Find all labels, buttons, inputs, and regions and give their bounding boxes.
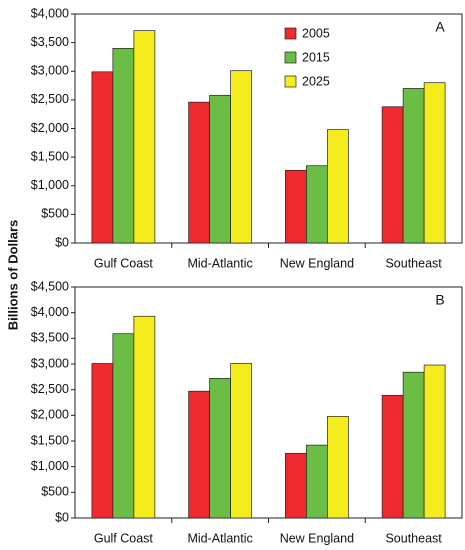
bar — [209, 94, 231, 244]
bar — [188, 390, 210, 519]
bar — [91, 363, 114, 519]
bar — [402, 371, 425, 519]
y-tick-label: $1,500 — [31, 433, 69, 447]
bar — [209, 378, 231, 519]
legend-swatch — [284, 27, 297, 40]
bar — [230, 363, 252, 519]
bar — [423, 364, 446, 519]
bar — [306, 165, 328, 244]
bar — [112, 333, 135, 519]
y-tick-label: $1,000 — [31, 178, 69, 192]
y-tick-label: $2,000 — [31, 121, 69, 135]
bar — [423, 82, 446, 244]
bar — [327, 129, 349, 244]
y-tick-label: $4,000 — [31, 6, 69, 20]
y-tick-label: $3,000 — [31, 356, 69, 370]
x-tick-label: Mid-Atlantic — [187, 256, 252, 270]
y-tick-label: $2,500 — [31, 382, 69, 396]
y-tick-label: $3,500 — [31, 35, 69, 49]
bar — [112, 47, 135, 244]
y-axis-label: Billions of Dollars — [5, 220, 20, 331]
x-tick-label: New England — [280, 531, 354, 545]
x-tick-label: Southeast — [385, 256, 442, 270]
bar — [327, 416, 349, 519]
x-tick-label: Mid-Atlantic — [187, 531, 252, 545]
bar — [133, 315, 156, 519]
y-tick-label: $4,000 — [31, 305, 69, 319]
y-tick-label: $1,000 — [31, 459, 69, 473]
x-tick-label: Southeast — [385, 531, 442, 545]
y-tick-label: $4,500 — [31, 279, 69, 293]
bar — [381, 106, 404, 244]
y-tick-label: $0 — [55, 510, 69, 524]
legend-swatch — [284, 51, 297, 64]
bar — [285, 169, 307, 244]
y-tick-label: $3,500 — [31, 331, 69, 345]
y-tick-label: $3,000 — [31, 64, 69, 78]
legend-swatch — [284, 75, 297, 88]
bar — [285, 452, 307, 519]
bar — [402, 88, 425, 244]
y-tick-label: $1,500 — [31, 149, 69, 163]
y-tick-label: $2,500 — [31, 92, 69, 106]
legend-label: 2005 — [302, 26, 330, 40]
legend-label: 2025 — [302, 74, 330, 88]
bar — [230, 70, 252, 244]
bar — [188, 101, 210, 244]
bar — [381, 394, 404, 519]
bar — [133, 30, 156, 244]
bar — [91, 71, 114, 244]
bar — [306, 444, 328, 519]
x-tick-label: New England — [280, 256, 354, 270]
x-tick-label: Gulf Coast — [94, 256, 154, 270]
panel-label: A — [435, 19, 445, 35]
y-tick-label: $500 — [41, 485, 69, 499]
y-tick-label: $2,000 — [31, 408, 69, 422]
legend-label: 2015 — [302, 50, 330, 64]
y-tick-label: $500 — [41, 207, 69, 221]
x-tick-label: Gulf Coast — [94, 531, 154, 545]
panel-label: B — [435, 292, 444, 308]
y-tick-label: $0 — [55, 235, 69, 249]
